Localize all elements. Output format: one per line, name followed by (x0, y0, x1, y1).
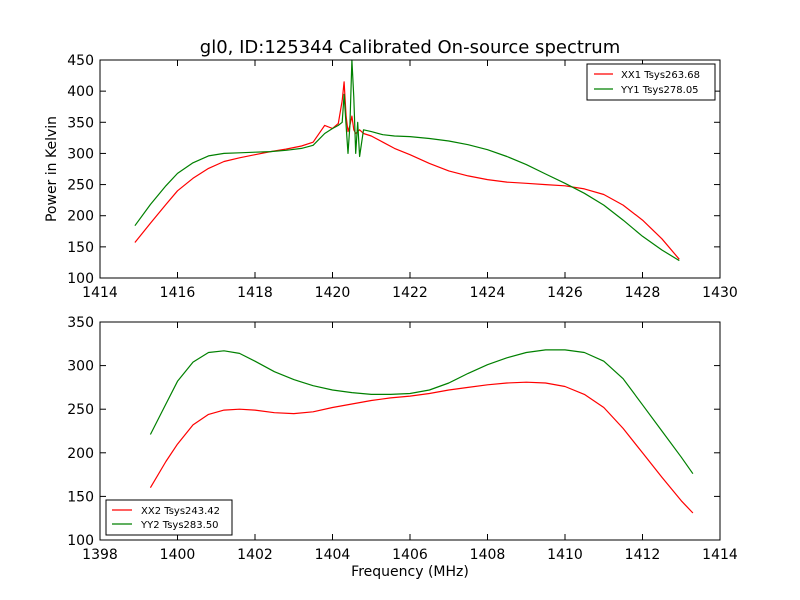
bottom-y-tick-label: 100 (67, 533, 94, 549)
bottom-x-tick-label: 1400 (160, 547, 196, 563)
top-series-line-1 (134, 81, 680, 260)
top-legend-box (586, 63, 716, 101)
top-panel: gl0, ID:125344 Calibrated On-source spec… (44, 37, 738, 301)
bottom-y-tick-label: 250 (67, 402, 94, 418)
top-y-tick-label: 350 (67, 115, 94, 131)
bottom-x-axis-label: Frequency (MHz) (351, 564, 469, 580)
top-x-tick-label: 1424 (470, 285, 506, 301)
bottom-y-tick-label: 300 (67, 359, 94, 375)
bottom-x-tick-label: 1414 (702, 547, 738, 563)
top-x-tick-label: 1430 (702, 285, 738, 301)
bottom-legend: XX2 Tsys243.42 YY2 Tsys283.50 (105, 499, 233, 536)
top-series-line-2 (134, 59, 680, 262)
bottom-x-tick-label: 1408 (470, 547, 506, 563)
top-x-tick-label: 1420 (315, 285, 351, 301)
bottom-x-tick-label: 1398 (82, 547, 118, 563)
top-y-tick-label: 150 (67, 240, 94, 256)
top-x-tick-label: 1418 (237, 285, 273, 301)
top-x-tick-label: 1414 (82, 285, 118, 301)
top-y-tick-label: 250 (67, 178, 94, 194)
top-y-tick-label: 400 (67, 84, 94, 100)
bottom-y-tick-label: 200 (67, 446, 94, 462)
bottom-legend-label-xx2: XX2 Tsys243.42 (141, 506, 220, 517)
top-y-axis-label: Power in Kelvin (44, 116, 60, 222)
bottom-x-tick-label: 1410 (547, 547, 583, 563)
bottom-x-tick-label: 1412 (625, 547, 661, 563)
bottom-panel: Frequency (MHz) 1398 1400 1402 1404 1406 1408… (67, 315, 738, 580)
bottom-series-line-2 (149, 349, 694, 475)
top-legend: XX1 Tsys263.68 YY1 Tsys278.05 (586, 63, 716, 101)
top-x-tick-label: 1416 (160, 285, 196, 301)
top-x-tick-label: 1422 (392, 285, 428, 301)
top-chart-title: gl0, ID:125344 Calibrated On-source spec… (200, 37, 620, 58)
top-y-tick-label: 100 (67, 271, 94, 287)
bottom-legend-label-yy2: YY2 Tsys283.50 (140, 520, 219, 531)
bottom-legend-box (105, 499, 233, 536)
bottom-ticks: 1398 1400 1402 1404 1406 1408 1410 1412 1414 100 1… (67, 315, 738, 563)
bottom-series-line-1 (149, 381, 694, 514)
bottom-x-tick-label: 1404 (315, 547, 351, 563)
top-y-tick-label: 200 (67, 209, 94, 225)
top-series-layer (134, 59, 680, 262)
top-legend-label-yy1: YY1 Tsys278.05 (620, 85, 699, 96)
top-y-tick-label: 300 (67, 146, 94, 162)
top-x-tick-label: 1428 (625, 285, 661, 301)
top-x-tick-label: 1426 (547, 285, 583, 301)
top-legend-label-xx1: XX1 Tsys263.68 (621, 70, 700, 81)
bottom-x-tick-label: 1402 (237, 547, 273, 563)
bottom-series-layer (149, 349, 694, 514)
bottom-x-tick-label: 1406 (392, 547, 428, 563)
top-ticks: 1414 1416 1418 1420 1422 1424 1426 1428 1430 100 1… (67, 53, 738, 301)
bottom-y-tick-label: 350 (67, 315, 94, 331)
top-y-tick-label: 450 (67, 53, 94, 69)
bottom-y-tick-label: 150 (67, 489, 94, 505)
